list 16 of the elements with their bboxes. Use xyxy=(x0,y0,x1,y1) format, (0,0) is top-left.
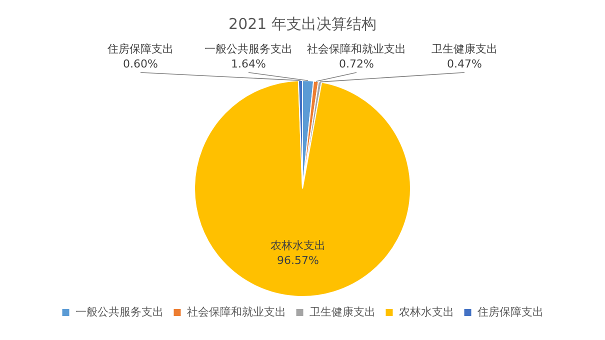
legend-label: 农林水支出 xyxy=(398,305,454,318)
chart-title: 2021 年支出决算结构 xyxy=(228,14,376,33)
legend-label: 住房保障支出 xyxy=(477,305,544,318)
legend-label: 一般公共服务支出 xyxy=(75,305,164,318)
legend-label: 社会保障和就业支出 xyxy=(186,305,286,318)
slice-label: 卫生健康支出 xyxy=(432,42,498,56)
slice-label: 一般公共服务支出 xyxy=(204,42,292,56)
slice-label: 住房保障支出 xyxy=(108,42,174,56)
legend-label: 卫生健康支出 xyxy=(309,305,376,318)
data-label: 96.57% xyxy=(276,254,319,267)
slice-label: 社会保障和就业支出 xyxy=(307,42,406,56)
data-label: 0.72% xyxy=(339,57,374,70)
data-label: 0.47% xyxy=(447,57,482,70)
data-label: 0.60% xyxy=(123,57,158,70)
slice-label: 农林水支出 xyxy=(270,239,326,252)
data-label: 1.64% xyxy=(231,57,266,70)
